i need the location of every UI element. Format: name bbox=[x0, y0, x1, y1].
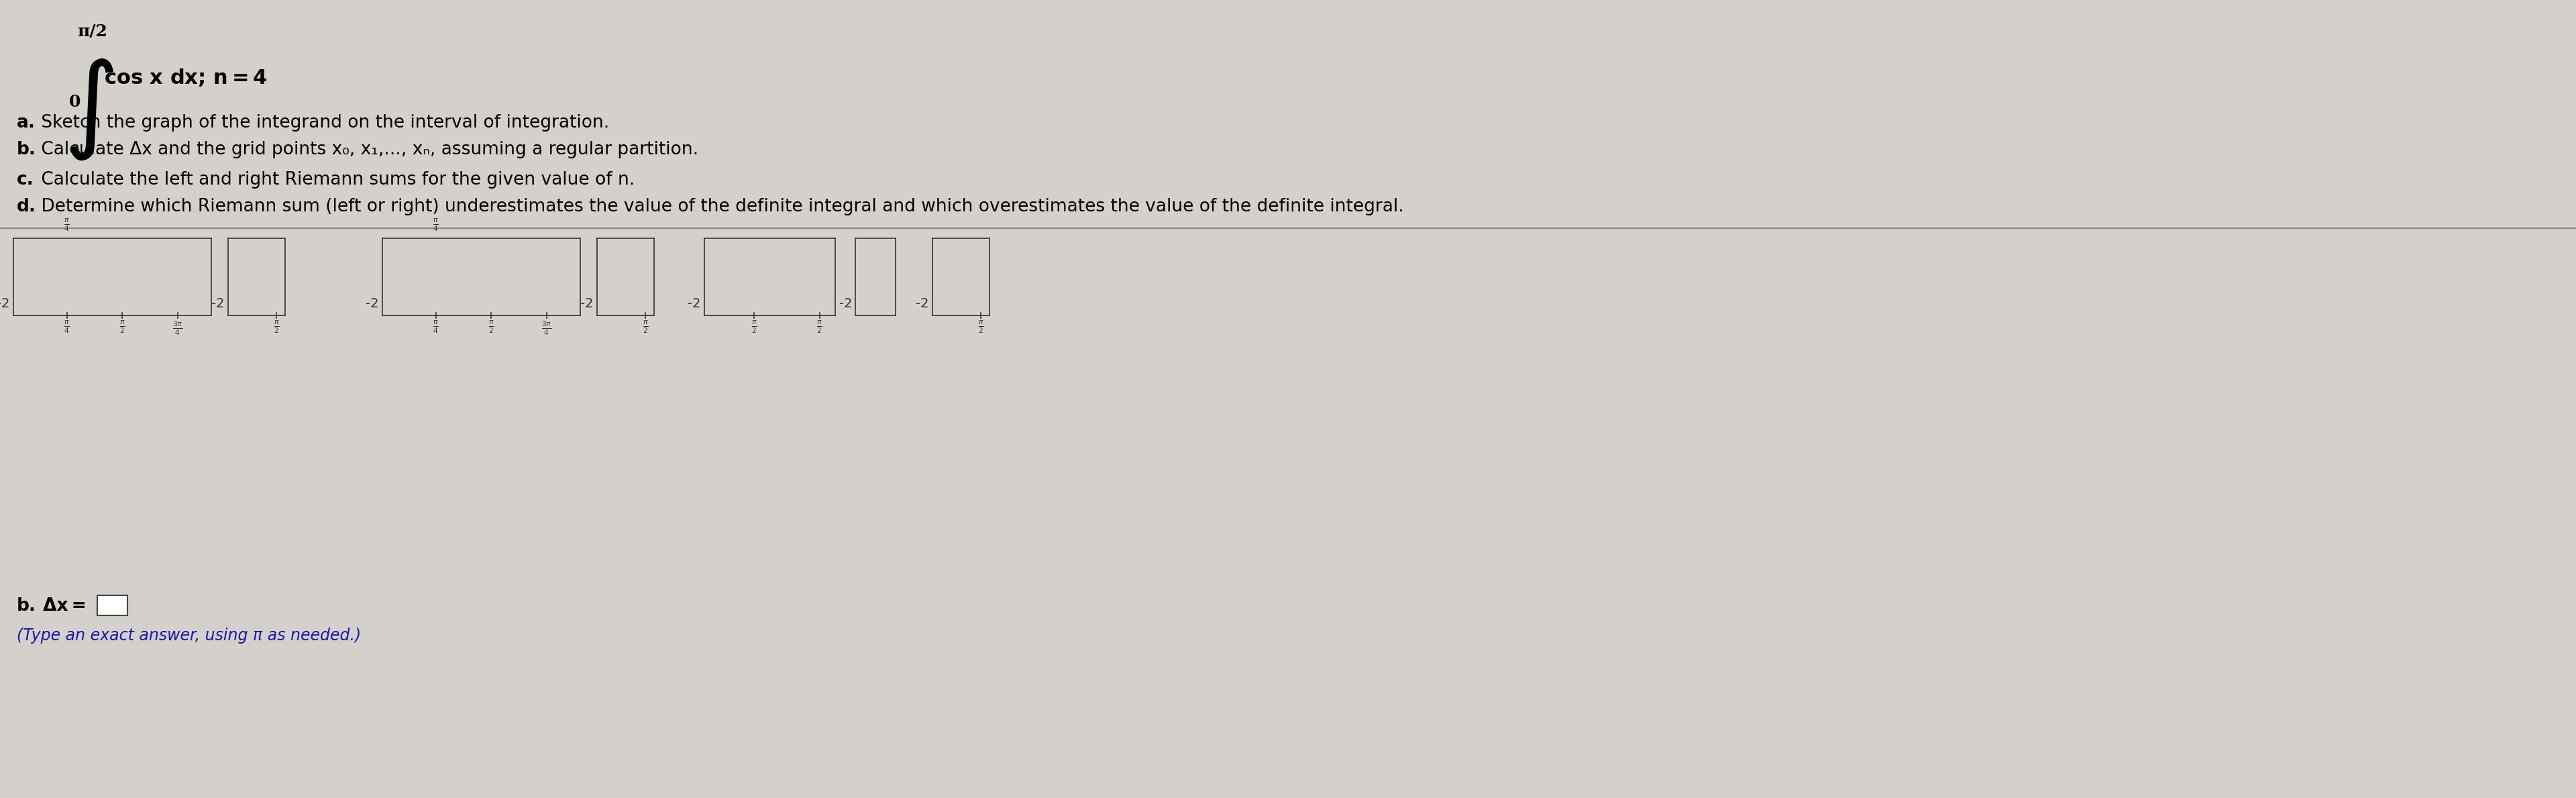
Text: π/2: π/2 bbox=[77, 23, 108, 40]
Text: $\frac{\pi}{2}$: $\frac{\pi}{2}$ bbox=[273, 319, 281, 335]
Text: $\frac{\pi}{4}$: $\frac{\pi}{4}$ bbox=[433, 319, 438, 335]
Text: -2: -2 bbox=[580, 298, 592, 310]
Text: $\int$: $\int$ bbox=[64, 57, 113, 161]
Text: -2: -2 bbox=[840, 298, 853, 310]
Text: d.: d. bbox=[18, 198, 36, 215]
Text: $\frac{\pi}{4}$: $\frac{\pi}{4}$ bbox=[64, 217, 70, 233]
Text: $\frac{\pi}{2}$: $\frac{\pi}{2}$ bbox=[489, 319, 495, 335]
Text: -2: -2 bbox=[917, 298, 930, 310]
Text: $\frac{\pi}{4}$: $\frac{\pi}{4}$ bbox=[64, 319, 70, 335]
Text: Determine which Riemann sum (left or right) underestimates the value of the defi: Determine which Riemann sum (left or rig… bbox=[36, 198, 1404, 215]
Text: (Type an exact answer, using π as needed.): (Type an exact answer, using π as needed… bbox=[18, 627, 361, 644]
Text: Calculate the left and right Riemann sums for the given value of n.: Calculate the left and right Riemann sum… bbox=[36, 171, 634, 188]
Text: $\frac{\pi}{4}$: $\frac{\pi}{4}$ bbox=[433, 217, 438, 233]
Text: $\frac{\pi}{2}$: $\frac{\pi}{2}$ bbox=[752, 319, 757, 335]
Text: $\frac{\pi}{2}$: $\frac{\pi}{2}$ bbox=[817, 319, 822, 335]
Text: -2: -2 bbox=[688, 298, 701, 310]
Text: -2: -2 bbox=[211, 298, 224, 310]
Text: $\mathbf{cos}$ x dx; n = 4: $\mathbf{cos}$ x dx; n = 4 bbox=[103, 67, 268, 88]
Text: $\frac{3\pi}{4}$: $\frac{3\pi}{4}$ bbox=[541, 319, 551, 337]
Text: -2: -2 bbox=[0, 298, 10, 310]
Text: Δx =: Δx = bbox=[36, 598, 88, 614]
Text: $\frac{\pi}{2}$: $\frac{\pi}{2}$ bbox=[641, 319, 649, 335]
Text: c.: c. bbox=[18, 171, 33, 188]
Text: 0: 0 bbox=[70, 94, 80, 110]
Text: -2: -2 bbox=[366, 298, 379, 310]
Text: $\frac{\pi}{2}$: $\frac{\pi}{2}$ bbox=[118, 319, 126, 335]
Text: b.: b. bbox=[18, 141, 36, 158]
Text: Sketch the graph of the integrand on the interval of integration.: Sketch the graph of the integrand on the… bbox=[36, 114, 611, 132]
Text: Calculate Δx and the grid points x₀, x₁,..., xₙ, assuming a regular partition.: Calculate Δx and the grid points x₀, x₁,… bbox=[36, 141, 698, 158]
Text: $\frac{\pi}{2}$: $\frac{\pi}{2}$ bbox=[979, 319, 984, 335]
Text: a.: a. bbox=[18, 114, 36, 132]
FancyBboxPatch shape bbox=[98, 595, 126, 615]
Text: b.: b. bbox=[18, 598, 36, 614]
Text: $\frac{3\pi}{4}$: $\frac{3\pi}{4}$ bbox=[173, 319, 183, 337]
